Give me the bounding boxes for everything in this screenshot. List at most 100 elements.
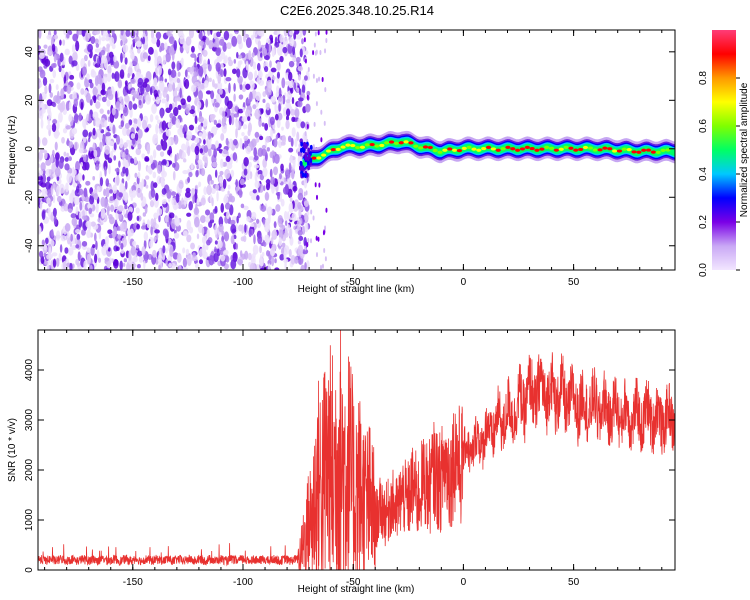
spectrogram-cell <box>207 63 212 72</box>
spectrogram-cell <box>185 36 192 46</box>
spectrogram-cell <box>294 138 298 147</box>
spectrogram-cell <box>62 260 67 270</box>
spectrogram-cell <box>182 257 188 268</box>
spectrogram-peak <box>481 146 487 151</box>
spectrogram-cell <box>211 197 214 207</box>
spectrogram-peak <box>451 148 458 152</box>
spectrogram-cell <box>87 137 91 143</box>
spectrogram-cell <box>128 83 132 89</box>
spectrogram-cell <box>323 248 326 254</box>
spectrogram-cell <box>270 95 277 103</box>
spectrogram-cell <box>256 62 261 71</box>
spectrogram-cell <box>242 143 245 150</box>
spectrogram-cell <box>40 182 47 188</box>
spectrogram-cell <box>208 254 215 266</box>
spectrogram-cell <box>185 107 190 115</box>
spectrogram-cell <box>282 46 288 54</box>
spectrogram-cell <box>71 44 76 54</box>
spectrogram-cell <box>46 197 51 204</box>
spectrogram-cell <box>124 122 130 129</box>
spectrogram-cell <box>113 226 118 238</box>
spectrogram-cell <box>253 155 259 161</box>
spectrogram-cell <box>198 53 203 65</box>
spectrogram-cell <box>143 260 146 269</box>
spectrogram-cell <box>194 115 198 124</box>
spectrogram-cell <box>194 145 200 156</box>
spectrogram-cell <box>188 171 193 178</box>
spectrogram-cell <box>99 108 104 114</box>
spectrogram-cell <box>135 147 141 156</box>
spectrogram-cell <box>120 39 123 47</box>
spectrogram-peak <box>413 144 419 148</box>
spectrogram-cell <box>107 30 111 34</box>
spectrogram-cell <box>206 239 211 246</box>
spectrogram-cell <box>103 160 108 171</box>
spectrogram-cell <box>161 199 167 205</box>
spectrogram-cell <box>50 228 54 238</box>
spectrogram-cell <box>178 179 184 190</box>
spectrogram-cell <box>188 30 195 39</box>
spectrogram-cell <box>288 147 294 153</box>
spectrogram-cell <box>93 253 98 264</box>
spectrogram-cell <box>237 60 241 69</box>
spectrogram-cell <box>214 102 220 108</box>
spectrogram-cell <box>95 163 100 171</box>
spectrogram-cell <box>136 215 140 222</box>
spectrogram-cell <box>150 188 156 198</box>
spectrogram-cell <box>89 99 93 106</box>
spectrogram-cell <box>70 233 74 242</box>
spectrogram-cell <box>214 224 218 236</box>
spectrogram-cell <box>82 154 87 163</box>
spectrogram-cell <box>282 94 286 105</box>
spectrogram-cell <box>55 157 60 168</box>
spectrogram-peak <box>631 150 637 154</box>
spectrogram-cell <box>265 179 271 184</box>
spectrogram-cell <box>111 107 116 116</box>
spectrogram-cell <box>98 257 102 263</box>
spectrogram-cell <box>120 30 124 36</box>
spectrogram-peak <box>612 149 618 153</box>
spectrogram-cell <box>233 30 239 33</box>
spectrogram-cell <box>136 188 142 198</box>
spectrogram-cell <box>210 180 214 185</box>
spectrogram-cell <box>273 221 277 229</box>
spectrogram-cell <box>315 101 318 107</box>
spectrogram-peak <box>515 148 521 152</box>
spectrogram-cell <box>131 184 137 192</box>
spectrogram-cell <box>130 52 135 60</box>
spectrogram-cell <box>276 45 283 56</box>
spectrogram-cell <box>61 100 66 111</box>
spectrogram-cell <box>190 143 195 151</box>
spectrogram-cell <box>172 162 176 168</box>
spectrogram-cell <box>221 230 225 237</box>
spectrogram-cell <box>46 99 53 107</box>
spectrogram-cell <box>289 30 294 36</box>
spectrogram-cell <box>265 135 271 143</box>
spectrogram-cell <box>265 182 271 191</box>
spectrogram-cell <box>315 252 318 258</box>
spectrogram-cell <box>45 159 52 166</box>
spectrogram-cell <box>159 46 162 53</box>
spectrogram-cell <box>270 67 277 73</box>
spectrogram-cell <box>238 188 243 199</box>
spectrogram-cell <box>271 47 275 57</box>
spectrogram-cell <box>226 210 230 220</box>
spectrogram-cell <box>155 96 160 105</box>
spectrogram-cell <box>39 109 44 120</box>
spectrogram-cell <box>249 91 253 102</box>
spectrogram-cell <box>38 30 42 39</box>
spectrogram-cell <box>46 176 51 182</box>
spectrogram-cell <box>115 246 120 251</box>
spectrogram-peak <box>645 148 652 152</box>
spectrogram-cell <box>219 38 225 46</box>
spectrogram-cell <box>205 215 211 223</box>
spectrogram-cell <box>107 229 113 235</box>
spectrogram-cell <box>257 234 263 245</box>
spectrogram-cell <box>210 187 216 194</box>
spectrogram-cell <box>198 116 204 123</box>
spectrogram-peak <box>374 144 380 148</box>
spectrogram-cell <box>100 49 106 56</box>
spectrogram-cell <box>250 223 255 228</box>
spectrogram-cell <box>123 142 128 149</box>
spectrogram-cell <box>208 77 212 82</box>
